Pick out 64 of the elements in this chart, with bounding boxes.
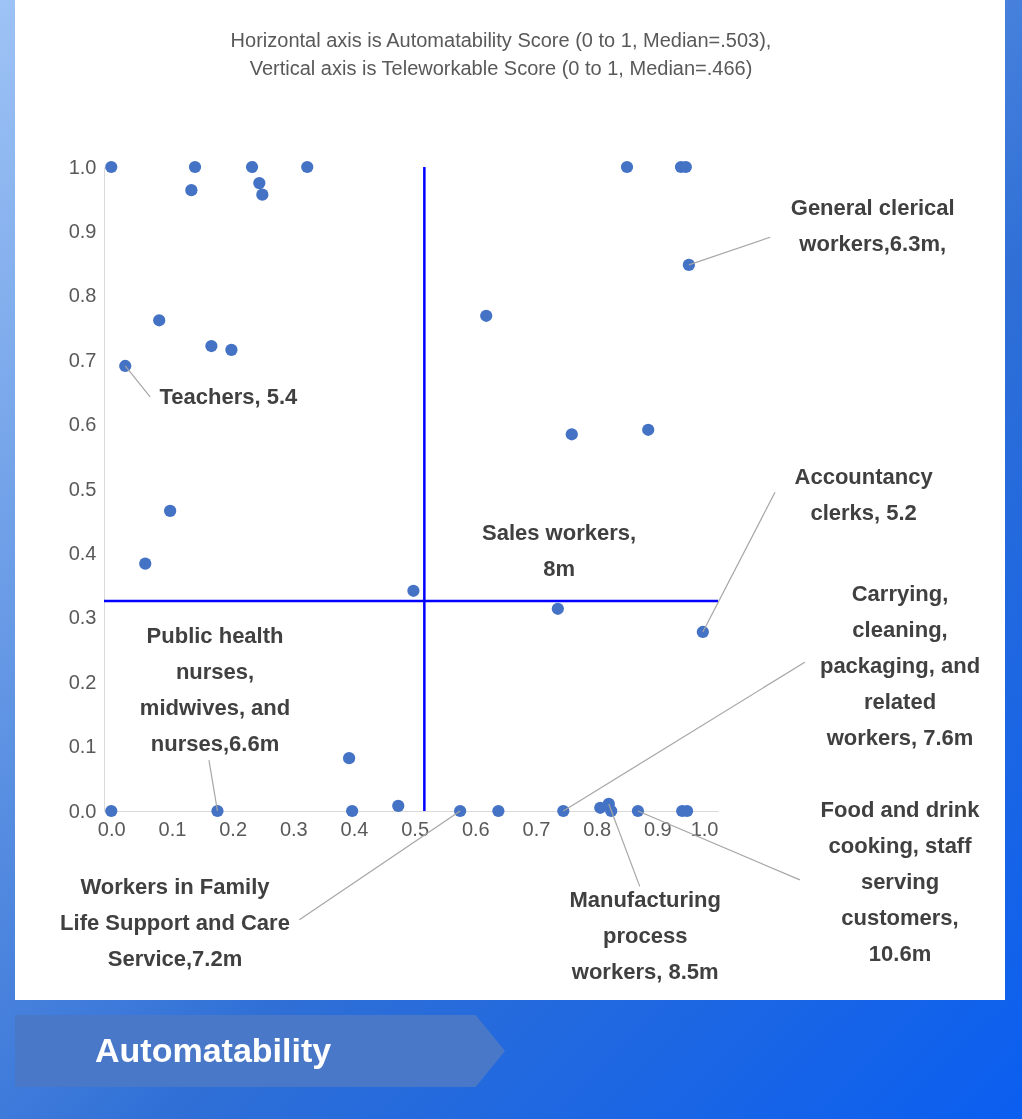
point [139,557,152,570]
y-tick-label: 1.0 [68,155,97,178]
point [185,184,198,197]
x-tick-label: 0.1 [158,817,187,840]
point [642,423,655,436]
x-tick-label: 0.4 [340,817,369,840]
point [256,188,269,201]
point [225,343,238,357]
x-tick-label: 0.8 [583,817,612,840]
x-tick-label: 0.3 [279,817,308,840]
x-tick-label: 0.6 [461,817,490,840]
point [188,160,202,174]
x-tick-label: 0.0 [97,817,126,840]
annotation: Food and drink cooking, staff serving customers, 10.6m [820,796,981,966]
y-tick-label: 0.0 [68,799,97,822]
point [696,625,709,639]
point [105,804,118,818]
y-tick-label: 0.2 [68,670,97,693]
y-tick-label: 0.5 [68,477,97,500]
y-tick-label: 0.4 [68,541,97,564]
annotation: Public health nurses, midwives, and nurses,6.6m [139,622,291,756]
point [301,160,314,174]
x-tick-label: 0.7 [522,817,551,840]
y-tick-label: 0.1 [68,735,97,758]
point [164,504,177,518]
point [392,799,405,812]
y-tick-label: 0.9 [68,219,97,242]
point [557,804,570,818]
point [492,804,505,818]
annotation: Carrying, cleaning, packaging, and related workers, 7.6m [819,580,981,750]
annotation: Sales workers, 8m [481,519,637,581]
point [342,752,356,765]
y-tick-label: 0.8 [68,284,97,307]
x-tick-label: 0.2 [219,817,248,840]
point [245,160,259,174]
point [682,258,695,271]
point [407,584,420,597]
point [454,804,467,818]
point [211,804,224,818]
point [253,176,266,190]
point [153,314,166,327]
annotation: Accountancy clerks, 5.2 [794,463,934,525]
point [551,602,564,615]
point [480,309,493,322]
chart-subtitle: Vertical axis is Teleworkable Score (0 to 1, Median=.466) [249,57,753,79]
x-tick-label: 0.5 [401,817,430,840]
annotation: Teachers, 5.4 [159,383,299,409]
point [620,160,634,174]
annotation: General clerical workers,6.3m, [790,195,955,257]
chart-title: Horizontal axis is Automatability Score (0 to 1, Median=.503), [230,29,772,51]
x-tick-label: 0.9 [643,817,672,840]
point [205,339,218,353]
text: Automatability [95,1030,332,1070]
x-tick-label: 1.0 [690,817,719,840]
y-tick-label: 0.7 [68,348,97,371]
y-tick-label: 0.6 [68,413,97,436]
point [119,359,132,373]
point [631,804,645,818]
point [565,428,578,441]
point [346,804,359,818]
point [105,160,118,174]
annotation: Manufacturing process workers, 8.5m [569,886,721,984]
y-tick-label: 0.3 [68,606,97,629]
annotation: Workers in Family Life Support and Care Service,7.2m [60,873,290,971]
